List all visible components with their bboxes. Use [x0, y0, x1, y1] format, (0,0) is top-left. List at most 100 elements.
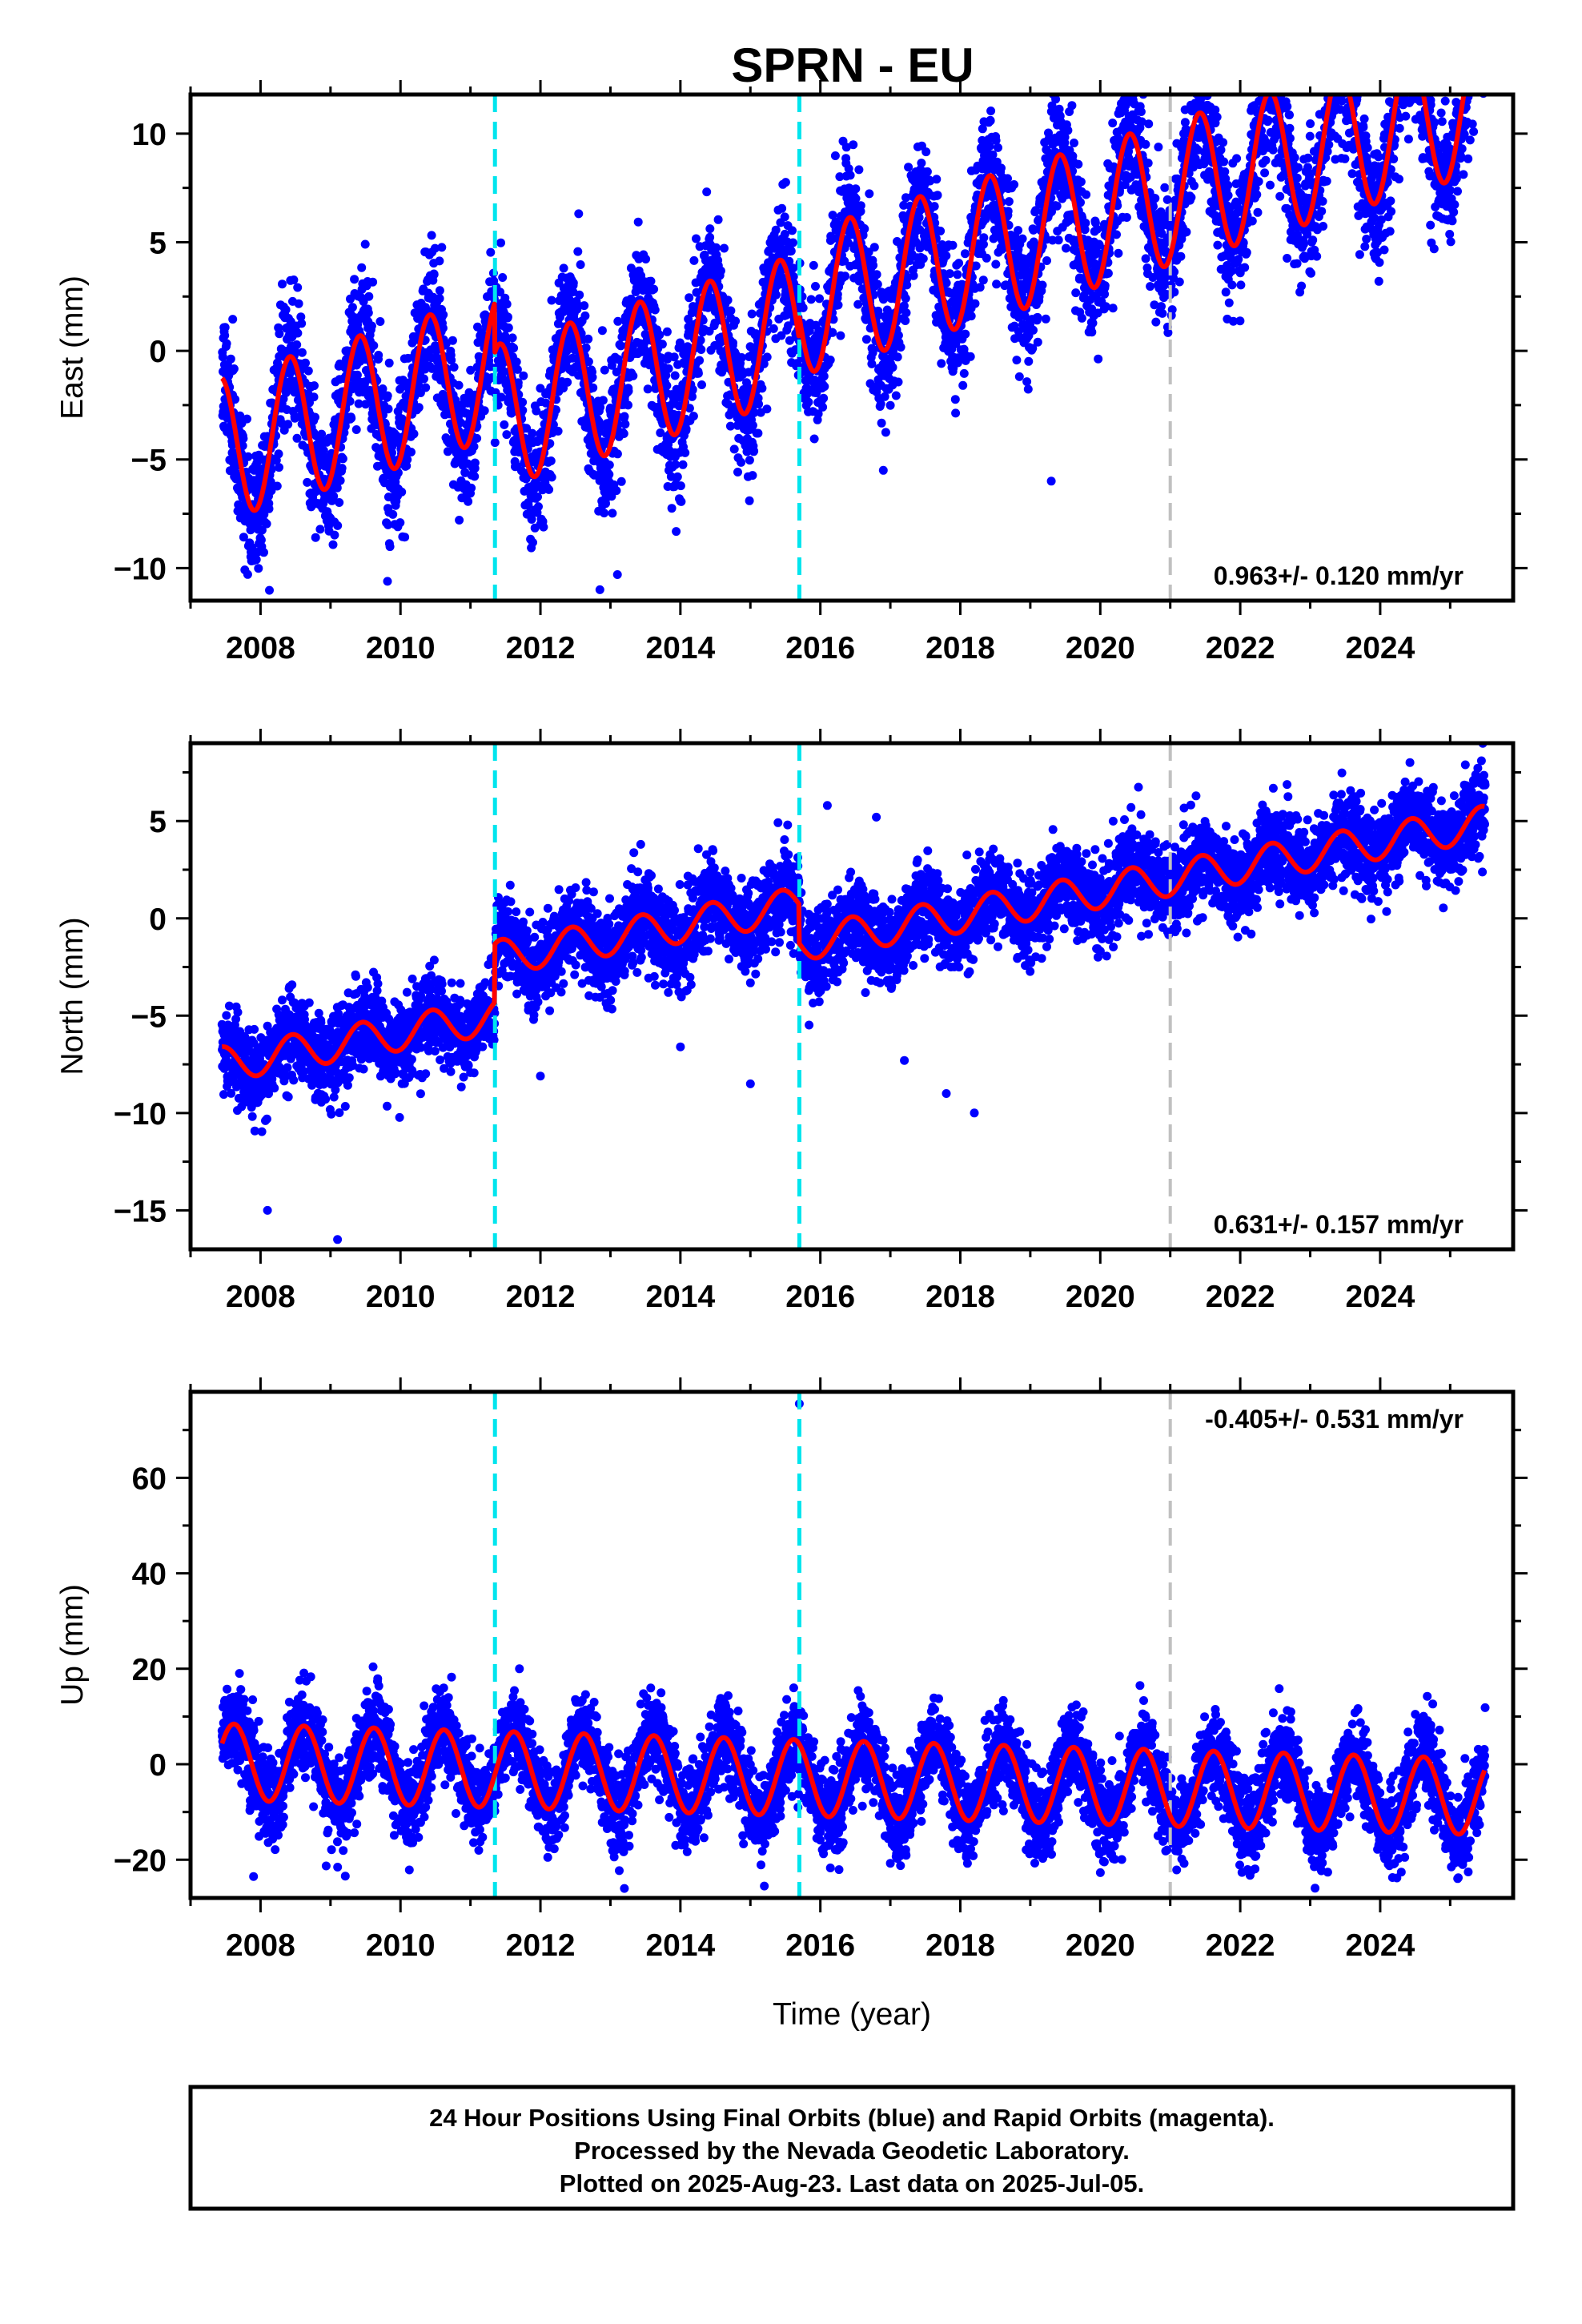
data-point [1004, 197, 1014, 207]
data-point [716, 266, 725, 275]
data-point [430, 243, 440, 253]
data-point [598, 396, 608, 405]
data-point [961, 249, 970, 259]
data-point [628, 371, 638, 380]
data-point [504, 323, 513, 332]
data-point [753, 428, 763, 438]
data-point [726, 306, 736, 316]
data-point [649, 284, 659, 294]
data-point [435, 256, 444, 266]
data-point [518, 405, 528, 415]
data-point [1103, 268, 1113, 278]
data-point [815, 294, 824, 304]
data-point [357, 263, 367, 272]
data-point [1213, 240, 1223, 250]
data-point [486, 247, 496, 257]
data-point [966, 352, 975, 361]
data-point [747, 309, 757, 319]
data-point [1122, 213, 1131, 222]
data-point [332, 483, 342, 493]
data-point [1221, 287, 1231, 297]
data-point [533, 493, 542, 501]
data-point [885, 400, 895, 410]
data-point [238, 441, 247, 451]
data-point [748, 471, 757, 480]
data-point [1024, 356, 1034, 366]
data-point [429, 270, 439, 279]
data-point [872, 270, 881, 279]
data-point [641, 255, 651, 263]
data-point [310, 381, 319, 391]
data-point [547, 472, 556, 482]
data-point [383, 404, 393, 414]
chart-title: SPRN - EU [731, 38, 974, 92]
data-point [757, 384, 767, 393]
data-point [650, 305, 660, 315]
data-point [809, 434, 819, 444]
data-point [311, 412, 319, 422]
data-point [655, 330, 665, 340]
data-point [692, 234, 701, 243]
data-point [512, 357, 521, 367]
data-point [575, 290, 584, 300]
data-point [447, 356, 456, 365]
data-point [573, 247, 583, 256]
data-point [978, 275, 988, 285]
data-point [789, 238, 797, 247]
data-point [1212, 112, 1222, 122]
data-point [1082, 190, 1091, 199]
data-point [1033, 337, 1042, 347]
data-point [888, 363, 897, 372]
data-point [1052, 201, 1062, 211]
data-point [388, 509, 398, 519]
data-point [677, 497, 686, 506]
data-point [496, 238, 505, 247]
data-point [937, 359, 946, 368]
data-point [309, 392, 319, 402]
data-point [383, 391, 392, 400]
data-point [1010, 180, 1019, 189]
data-point [896, 343, 905, 352]
data-point [695, 356, 705, 365]
data-point [729, 444, 739, 454]
data-point [574, 209, 584, 219]
data-point [249, 480, 259, 490]
data-point [786, 247, 796, 255]
data-point [820, 382, 829, 392]
data-point [480, 406, 489, 416]
data-point [455, 516, 464, 525]
data-point [877, 418, 886, 428]
data-point [544, 485, 554, 494]
data-point [397, 487, 407, 497]
data-point [243, 569, 252, 579]
data-point [351, 425, 361, 434]
data-point [930, 202, 939, 211]
data-point [527, 515, 536, 524]
data-point [1074, 159, 1083, 169]
data-point [337, 464, 347, 473]
data-point [729, 338, 737, 348]
data-point [678, 460, 688, 469]
data-point [328, 540, 338, 549]
data-point [470, 472, 480, 481]
data-point [303, 477, 312, 487]
data-point [1041, 314, 1050, 324]
data-point [281, 305, 291, 315]
data-point [670, 371, 680, 380]
data-point [301, 358, 310, 368]
data-point [841, 271, 850, 281]
data-point [689, 412, 698, 421]
data-point [613, 316, 623, 326]
data-point [762, 404, 772, 414]
data-point [292, 433, 302, 443]
data-point [1223, 180, 1233, 190]
data-point [693, 368, 703, 378]
data-point [1176, 251, 1186, 261]
data-point [1158, 308, 1167, 318]
data-point [385, 542, 395, 552]
data-point [754, 400, 764, 409]
data-point [662, 327, 672, 336]
data-point [257, 525, 267, 535]
data-point [1114, 248, 1123, 258]
data-point [218, 352, 227, 362]
